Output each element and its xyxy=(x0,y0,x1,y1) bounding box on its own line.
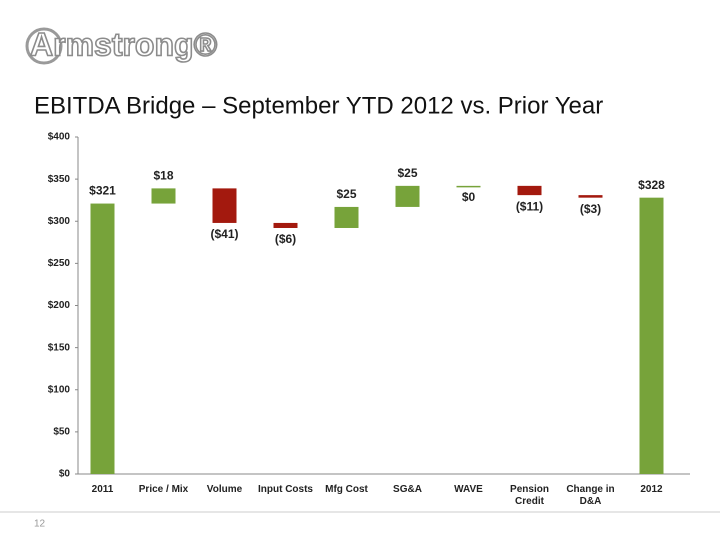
y-tick-label: $350 xyxy=(48,174,71,185)
value-label: $18 xyxy=(153,169,173,183)
value-label: ($3) xyxy=(580,202,601,216)
bar xyxy=(456,185,481,188)
x-tick-label: Input Costs xyxy=(258,484,313,495)
x-tick-label: Price / Mix xyxy=(138,484,189,495)
bar xyxy=(517,185,542,196)
logo: Armstrong® xyxy=(30,26,218,62)
x-tick-label: Pension Credit xyxy=(510,484,549,507)
x-tick-label: SG&A xyxy=(393,484,422,495)
value-label: $0 xyxy=(462,190,476,204)
x-tick-label: 2012 xyxy=(640,484,663,495)
chart-title: EBITDA Bridge – September YTD 2012 vs. P… xyxy=(34,92,603,119)
bar xyxy=(639,197,664,474)
x-tick-label: Mfg Cost xyxy=(325,484,368,495)
bar xyxy=(273,222,298,228)
value-label: ($11) xyxy=(516,199,543,213)
y-tick-label: $250 xyxy=(48,258,71,269)
bar xyxy=(395,185,420,207)
bar xyxy=(151,188,176,204)
x-tick-label: Volume xyxy=(206,484,243,495)
y-tick-label: $150 xyxy=(48,342,71,353)
bar xyxy=(578,195,603,198)
value-label: $328 xyxy=(638,178,665,192)
y-tick-label: $100 xyxy=(48,384,71,395)
value-label: $25 xyxy=(397,166,417,180)
y-tick-label: $400 xyxy=(48,132,71,143)
y-tick-label: $200 xyxy=(48,300,71,311)
x-tick-label: WAVE xyxy=(454,484,483,495)
y-tick-label: $300 xyxy=(48,216,71,227)
value-label: $25 xyxy=(336,187,356,201)
bar xyxy=(334,206,359,228)
bar xyxy=(212,188,237,223)
y-tick-label: $50 xyxy=(53,427,70,438)
bar xyxy=(90,203,115,474)
x-tick-label: Change in D&A xyxy=(566,484,615,507)
y-tick-label: $0 xyxy=(59,469,71,480)
x-tick-label: 2011 xyxy=(91,484,114,495)
value-label: $321 xyxy=(89,184,116,198)
page-number: 12 xyxy=(34,519,46,530)
value-label: ($41) xyxy=(210,227,238,241)
value-label: ($6) xyxy=(275,232,296,246)
logo-ring xyxy=(25,27,63,65)
